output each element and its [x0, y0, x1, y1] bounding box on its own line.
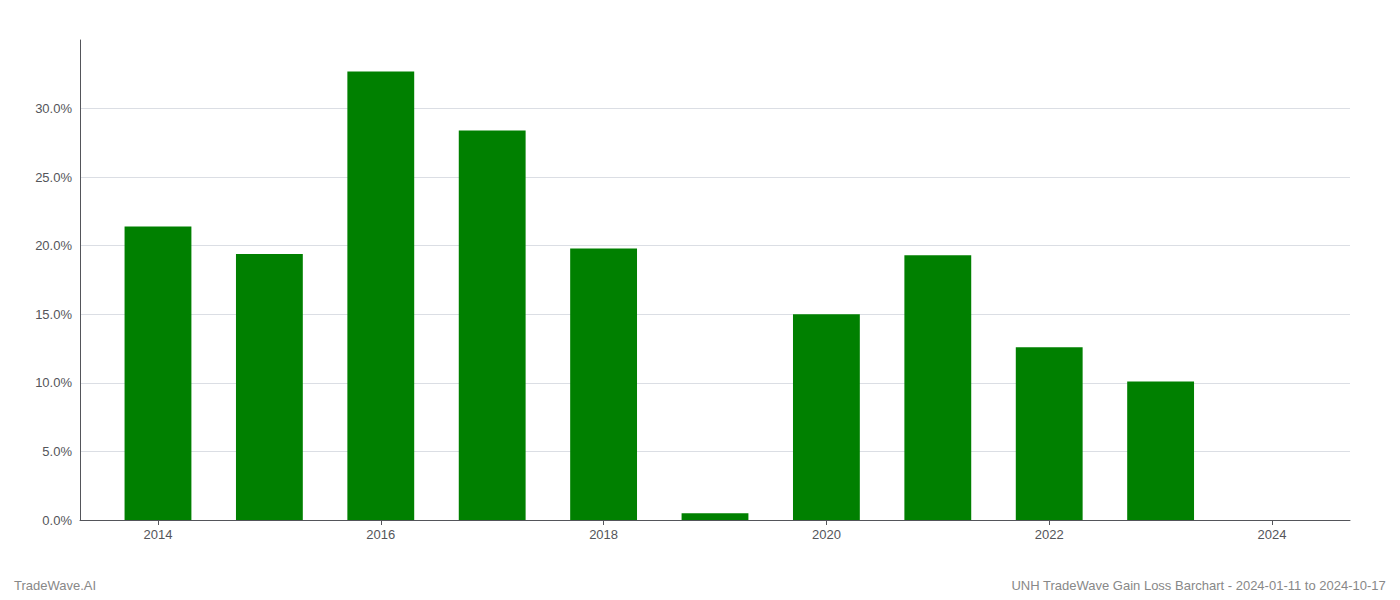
svg-text:2020: 2020 [812, 527, 841, 542]
svg-text:30.0%: 30.0% [35, 101, 72, 116]
svg-text:5.0%: 5.0% [42, 444, 72, 459]
svg-text:2018: 2018 [589, 527, 618, 542]
svg-text:0.0%: 0.0% [42, 513, 72, 528]
svg-text:25.0%: 25.0% [35, 170, 72, 185]
svg-text:UNH TradeWave Gain Loss Barcha: UNH TradeWave Gain Loss Barchart - 2024-… [1011, 578, 1385, 593]
svg-text:2016: 2016 [366, 527, 395, 542]
svg-text:15.0%: 15.0% [35, 307, 72, 322]
svg-text:TradeWave.AI: TradeWave.AI [14, 578, 96, 593]
svg-text:2022: 2022 [1035, 527, 1064, 542]
svg-text:10.0%: 10.0% [35, 375, 72, 390]
svg-text:20.0%: 20.0% [35, 238, 72, 253]
svg-text:2014: 2014 [144, 527, 173, 542]
svg-text:2024: 2024 [1258, 527, 1287, 542]
